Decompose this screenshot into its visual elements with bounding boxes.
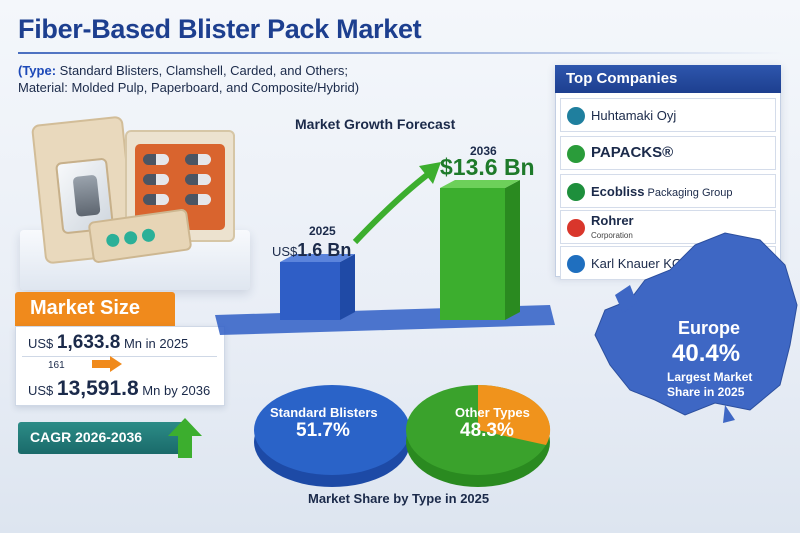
company-name: Rohrer (591, 213, 634, 228)
growth-chart (215, 162, 555, 335)
bar-2025-year: 2025 (309, 224, 336, 238)
market-size-card (15, 326, 225, 406)
capsule (143, 174, 169, 185)
pie-b-label: Other Types (455, 405, 530, 420)
pill (141, 227, 156, 243)
bar-2036 (440, 180, 520, 320)
region-share: 40.4% (672, 340, 741, 367)
bar-2025 (280, 254, 355, 320)
top-companies-header (555, 65, 781, 93)
pie-slice-standard-blisters (254, 385, 410, 487)
page-subtitle: (Type: Standard Blisters, Clamshell, Car… (18, 62, 538, 96)
company-subname: Corporation (591, 231, 633, 240)
rohrer-logo-icon (567, 219, 585, 237)
capsule (185, 154, 211, 165)
pie-caption: Market Share by Type in 2025 (308, 491, 490, 506)
huhtamaki-logo-icon (567, 107, 585, 125)
market-size-header (15, 292, 175, 326)
ms-2036-value: 13,591.8 (56, 377, 139, 400)
bar-2036-year: 2036 (470, 144, 497, 158)
karl-knauer-logo-icon (567, 255, 585, 273)
market-size-label: Market Size (30, 297, 141, 319)
company-huhtamaki: Huhtamaki Oyj (560, 98, 776, 132)
capsule (185, 194, 211, 205)
ms-2036-prefix: US$ (28, 383, 54, 398)
capsule (143, 154, 169, 165)
pie-a-label: Standard Blisters (270, 405, 378, 420)
top-companies-title: Top Companies (566, 70, 678, 87)
company-name-wrap: Ecobliss Packaging Group (591, 184, 733, 199)
cagr-badge (18, 422, 184, 454)
region-note-line1: Largest Market (667, 370, 753, 384)
growth-arrow-icon (352, 162, 441, 245)
bar-2025-value: US$1.6 Bn (272, 240, 351, 261)
region-name: Europe (678, 318, 741, 338)
market-size-2025: US$ 1,633.8 Mn in 2025 (28, 332, 188, 354)
pill (123, 230, 139, 246)
bar-2025-amount: 1.6 Bn (297, 240, 352, 260)
company-papacks: PAPACKS® (560, 136, 776, 170)
company-ecobliss: Ecobliss Packaging Group (560, 174, 776, 208)
ecobliss-logo-icon (567, 183, 585, 201)
ms-2025-suffix: Mn in 2025 (123, 336, 189, 351)
company-name: Karl Knauer KG (591, 256, 683, 271)
market-size-mark: 161 (48, 360, 65, 371)
ms-2025-prefix: US$ (28, 336, 54, 351)
device-shape (72, 174, 101, 217)
capsule (143, 194, 169, 205)
subtitle-type-key: (Type: (18, 63, 57, 78)
arrow-right-icon (92, 356, 122, 372)
pie-slice-other-types (406, 384, 551, 487)
bar-2025-prefix: US$ (272, 244, 298, 259)
market-size-divider (22, 356, 217, 357)
company-name: Huhtamaki Oyj (591, 108, 677, 123)
company-name-suffix: Packaging Group (644, 187, 733, 199)
subtitle-line1: Standard Blisters, Clamshell, Carded, an… (56, 63, 348, 78)
pie-b-value: 48.3% (460, 420, 514, 441)
type-share-pie (254, 384, 551, 487)
capsule (185, 174, 211, 185)
page-title: Fiber-Based Blister Pack Market (18, 14, 422, 44)
europe-map-icon (594, 232, 798, 423)
company-name: PAPACKS® (591, 144, 674, 161)
blister-pack-illustration (0, 115, 250, 290)
company-name: Ecobliss (591, 184, 645, 199)
capsule-blister-image (125, 130, 235, 242)
pie-a-value: 51.7% (296, 420, 350, 441)
arrow-up-icon (168, 418, 202, 458)
papacks-logo-icon (567, 145, 585, 163)
ms-2036-suffix: Mn by 2036 (142, 383, 211, 398)
title-divider (18, 52, 783, 54)
market-size-2036: US$ 13,591.8 Mn by 2036 (28, 377, 210, 401)
pill (105, 232, 121, 248)
subtitle-line2: Material: Molded Pulp, Paperboard, and C… (18, 80, 360, 95)
bar-2036-value: $13.6 Bn (440, 154, 535, 180)
cagr-label: CAGR 2026-2036 (30, 429, 143, 445)
ms-2025-value: 1,633.8 (56, 332, 121, 353)
region-note-line2: Share in 2025 (667, 385, 745, 399)
growth-chart-title: Market Growth Forecast (295, 116, 456, 132)
